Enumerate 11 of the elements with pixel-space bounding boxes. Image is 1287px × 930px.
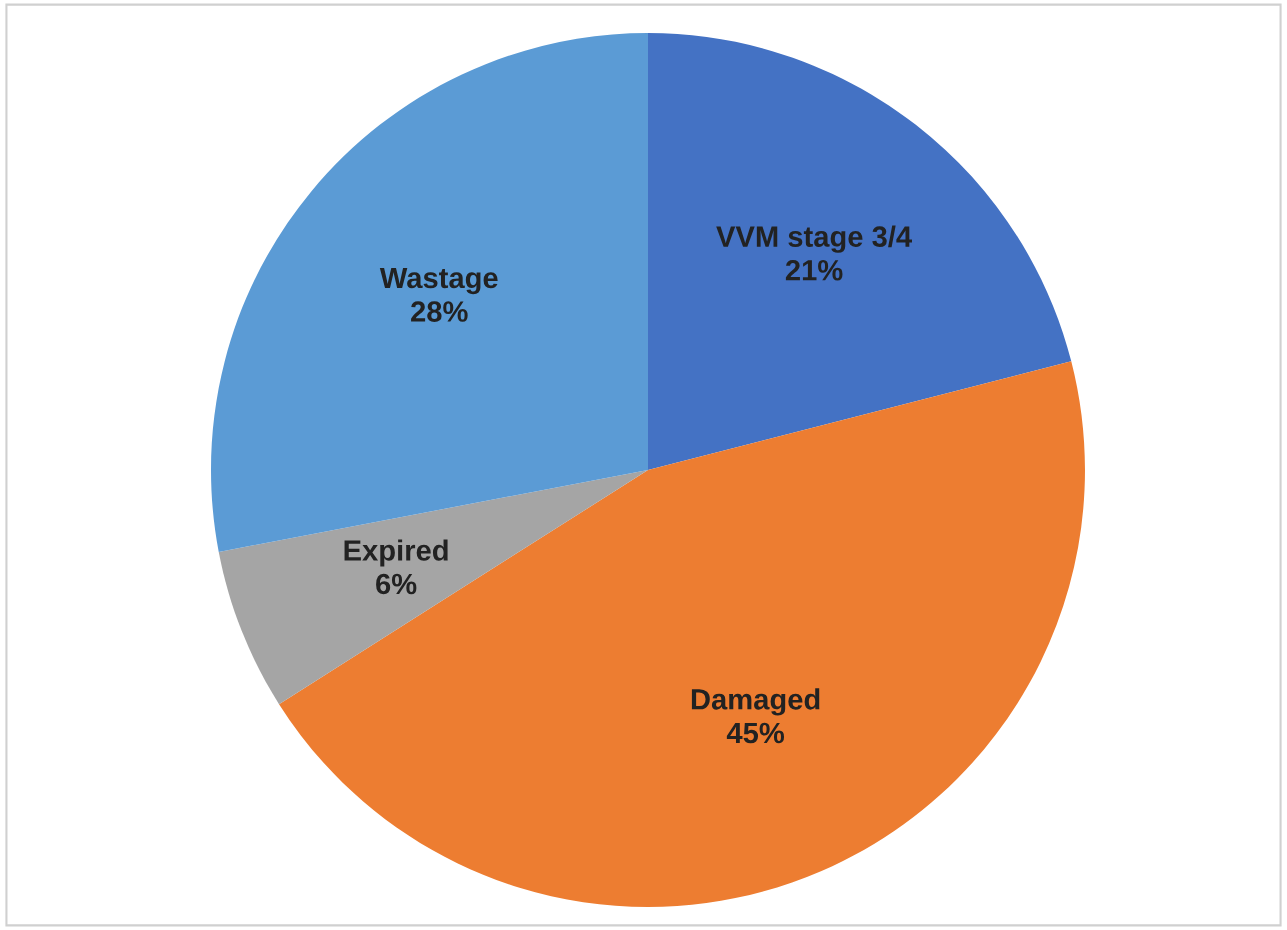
data-label: 45% [726, 722, 785, 744]
pie-slice [648, 33, 1072, 470]
slice-label: VVM stage 3/4 [716, 225, 912, 253]
slice-label: Expired [344, 539, 448, 567]
slice-label: Damaged [691, 688, 820, 716]
data-label: 28% [411, 301, 468, 322]
pie-slice [279, 361, 1085, 907]
slice-label: Wastage [379, 267, 498, 295]
pie-slice [218, 470, 648, 705]
data-label: 21% [785, 259, 843, 281]
data-label: 6% [376, 573, 417, 595]
